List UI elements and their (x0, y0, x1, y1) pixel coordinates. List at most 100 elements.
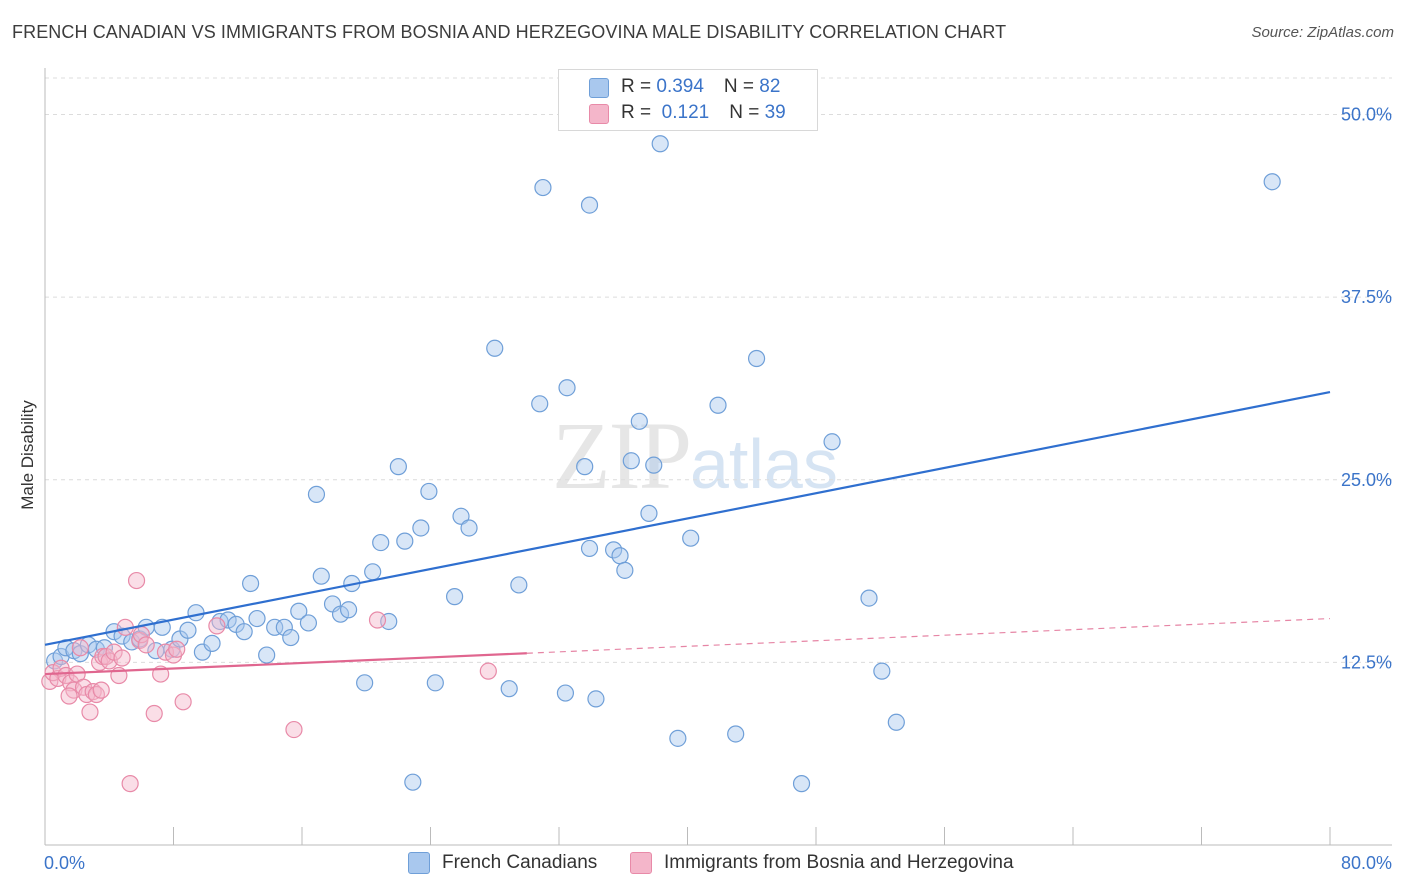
french-canadian-point (372, 533, 390, 552)
bosnia-point (174, 693, 192, 711)
french-canadian-point (356, 674, 374, 692)
french-canadian-point (113, 627, 131, 645)
french-canadian-point (651, 135, 669, 153)
french-canadian-point (576, 458, 594, 476)
french-canadian-point (510, 576, 528, 594)
bosnia-trendline-extension (526, 617, 1331, 654)
french-canadian-point (558, 379, 576, 397)
french-canadian-point (460, 519, 478, 537)
legend-label: Immigrants from Bosnia and Herzegovina (664, 852, 1014, 873)
french-canadian-point (389, 458, 407, 476)
legend-swatch-pink (589, 104, 609, 124)
bosnia-point (100, 652, 118, 670)
french-canadian-point (500, 680, 518, 698)
bosnia-point (145, 704, 163, 723)
chart-title: FRENCH CANADIAN VS IMMIGRANTS FROM BOSNI… (12, 22, 1007, 42)
y-tick-label: 37.5% (1341, 287, 1392, 307)
french-canadian-point (860, 589, 878, 607)
french-canadian-point (823, 433, 841, 451)
y-tick-label: 25.0% (1341, 470, 1392, 490)
french-canadian-point (445, 588, 464, 606)
french-canadian-point (792, 775, 811, 793)
french-canadian-point (258, 646, 276, 664)
bosnia-point (479, 662, 497, 680)
y-tick-label: 12.5% (1341, 652, 1392, 672)
bosnia-point (208, 617, 226, 635)
watermark-atlas: atlas (690, 425, 838, 503)
legend-row-bosnia: R = 0.121 N = 39 (621, 101, 786, 125)
watermark: ZIPatlas (552, 400, 838, 511)
watermark-zip: ZIP (552, 402, 692, 509)
french-canadian-point (709, 396, 727, 414)
french-canadian-point (556, 684, 575, 702)
french-canadian-point (611, 547, 629, 565)
french-canadian-point (605, 541, 623, 559)
french-canadian-point (312, 567, 330, 585)
french-canadian-point (396, 532, 414, 550)
legend-swatch-blue (589, 78, 609, 98)
french-canadian-point (747, 349, 766, 368)
french-canadian-point (616, 561, 634, 579)
french-canadian-point (622, 452, 640, 470)
french-canadian-point (179, 621, 197, 639)
french-canadian-point (331, 605, 350, 623)
french-canadian-point (203, 634, 221, 652)
french-canadian-point (682, 529, 700, 547)
bosnia-point (368, 611, 387, 629)
bosnia-point (71, 639, 89, 657)
french-canadian-point (299, 614, 318, 632)
french-canadian-point (307, 485, 326, 503)
bosnia-point (121, 775, 139, 793)
french-canadian-point (587, 690, 605, 708)
french-canadian-point (1263, 173, 1281, 191)
bosnia-point (92, 681, 110, 699)
french-canadian-point (412, 519, 430, 537)
x-tick-label: 0.0% (44, 853, 85, 873)
source-label: Source: ZipAtlas.com (1251, 24, 1394, 41)
french-canadian-point (364, 563, 382, 581)
french-canadian-point (452, 507, 470, 525)
n-label: N = (729, 102, 765, 123)
n-label: N = (723, 76, 760, 97)
legend-item-bosnia: Immigrants from Bosnia and Herzegovina (630, 852, 1014, 874)
french-canadian-point (187, 604, 205, 622)
legend-swatch-blue (408, 852, 430, 874)
bosnia-point (137, 636, 155, 654)
series-legend: French Canadians Immigrants from Bosnia … (0, 852, 1406, 878)
french-canadian-point (534, 178, 552, 197)
r-value: 0.121 (656, 102, 710, 123)
french-canadian-point (630, 412, 648, 430)
bosnia-point (81, 703, 99, 721)
french-canadian-point (266, 618, 284, 636)
french-canadian-point (645, 456, 663, 474)
legend-label: French Canadians (442, 852, 598, 873)
french-canadian-point (235, 623, 253, 641)
french-canadian-point (727, 725, 745, 743)
french-canadian-point (404, 773, 422, 791)
french-canadian-point (339, 601, 358, 619)
x-tick-label: 80.0% (1341, 853, 1392, 873)
bosnia-point (285, 720, 303, 739)
bosnia-point (113, 649, 131, 667)
french-canadian-point (242, 574, 260, 593)
n-value: 82 (759, 76, 781, 97)
french-canadian-point (531, 395, 549, 413)
legend-item-french-canadians: French Canadians (408, 852, 597, 874)
french-canadian-point (486, 339, 504, 357)
french-canadian-point (248, 609, 266, 628)
french-canadian-point (640, 504, 658, 522)
r-label: R = (621, 76, 657, 97)
legend-row-french-canadians: R = 0.394 N = 82 (621, 75, 780, 99)
french-canadian-point (193, 643, 212, 661)
bosnia-trendline (44, 652, 527, 676)
french-canadian-point (275, 618, 293, 636)
r-label: R = (621, 102, 657, 123)
french-canadian-point (887, 713, 905, 731)
bosnia-point (127, 571, 146, 590)
n-value: 39 (764, 102, 786, 123)
french-canadian-point (873, 662, 891, 680)
french-canadian-point (669, 729, 687, 747)
french-canadian-point (426, 674, 444, 692)
r-value: 0.394 (656, 76, 704, 97)
